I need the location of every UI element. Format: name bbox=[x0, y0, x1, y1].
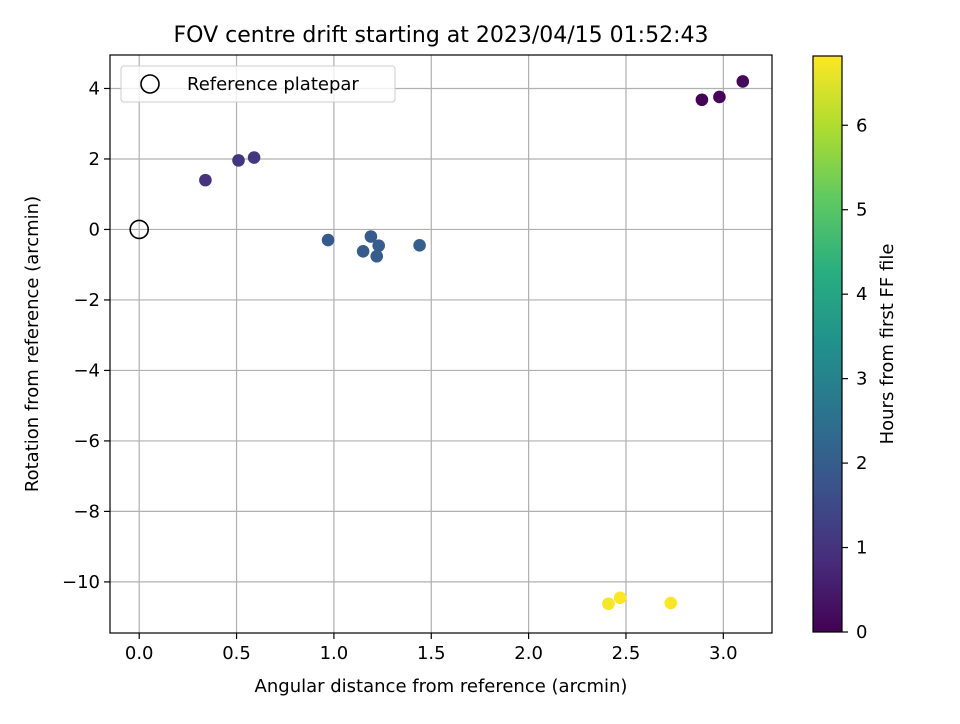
plot-frame bbox=[109, 54, 773, 634]
y-tick-label: −4 bbox=[73, 360, 100, 381]
legend-marker-icon bbox=[140, 74, 160, 94]
data-points bbox=[199, 75, 750, 611]
colorbar-tick-label: 4 bbox=[856, 284, 867, 305]
y-tick-label: −10 bbox=[62, 572, 100, 593]
y-tick-label: 4 bbox=[89, 78, 100, 99]
x-tick-label: 0.0 bbox=[125, 643, 154, 664]
x-axis-ticks: 0.0 0.5 1.0 1.5 2.0 2.5 3.0 bbox=[125, 633, 738, 664]
x-tick-label: 2.5 bbox=[612, 643, 641, 664]
chart-title: FOV centre drift starting at 2023/04/15 … bbox=[174, 23, 709, 48]
y-axis-ticks: 4 2 0 −2 −4 −6 −8 −10 bbox=[62, 78, 110, 593]
legend: Reference platepar bbox=[120, 65, 396, 103]
data-point bbox=[356, 245, 370, 258]
colorbar-tick-label: 3 bbox=[856, 369, 867, 390]
y-tick-label: −6 bbox=[73, 431, 100, 452]
colorbar-tick-label: 2 bbox=[856, 453, 867, 474]
data-point bbox=[321, 233, 335, 247]
colorbar-tick-label: 6 bbox=[856, 115, 867, 136]
data-point bbox=[364, 230, 378, 243]
x-tick-label: 1.5 bbox=[417, 643, 446, 664]
y-tick-label: −2 bbox=[73, 290, 100, 311]
data-point bbox=[695, 93, 709, 107]
x-axis-label: Angular distance from reference (arcmin) bbox=[255, 676, 628, 697]
grid-lines bbox=[110, 55, 772, 633]
colorbar-tick-label: 0 bbox=[856, 622, 867, 643]
data-point bbox=[199, 173, 212, 187]
y-tick-label: 2 bbox=[89, 149, 100, 170]
colorbar-ticks: 0 1 2 3 4 5 6 bbox=[842, 115, 867, 643]
x-tick-label: 0.5 bbox=[222, 643, 251, 664]
colorbar-tick-label: 5 bbox=[856, 200, 867, 221]
data-point bbox=[602, 597, 615, 611]
x-tick-label: 3.0 bbox=[709, 643, 738, 664]
data-point bbox=[613, 591, 627, 605]
data-point bbox=[370, 249, 384, 263]
data-point bbox=[372, 239, 385, 252]
y-axis-label: Rotation from reference (arcmin) bbox=[22, 196, 43, 492]
y-tick-label: −8 bbox=[73, 501, 100, 522]
colorbar: 0 1 2 3 4 5 6 Hours from first FF file bbox=[812, 55, 898, 643]
data-point bbox=[713, 90, 726, 104]
data-point bbox=[247, 151, 261, 164]
colorbar-frame bbox=[812, 55, 843, 633]
y-tick-label: 0 bbox=[89, 219, 100, 240]
colorbar-label: Hours from first FF file bbox=[877, 244, 898, 445]
data-point bbox=[232, 154, 245, 167]
data-point bbox=[413, 239, 426, 252]
data-point bbox=[664, 596, 678, 610]
legend-entry-reference: Reference platepar bbox=[187, 74, 359, 95]
legend-box bbox=[120, 65, 396, 103]
x-tick-label: 2.0 bbox=[514, 643, 543, 664]
x-tick-label: 1.0 bbox=[320, 643, 349, 664]
data-point bbox=[736, 75, 750, 88]
colorbar-gradient bbox=[813, 56, 842, 632]
colorbar-tick-label: 1 bbox=[856, 538, 867, 559]
reference-platepar-marker bbox=[129, 219, 150, 240]
